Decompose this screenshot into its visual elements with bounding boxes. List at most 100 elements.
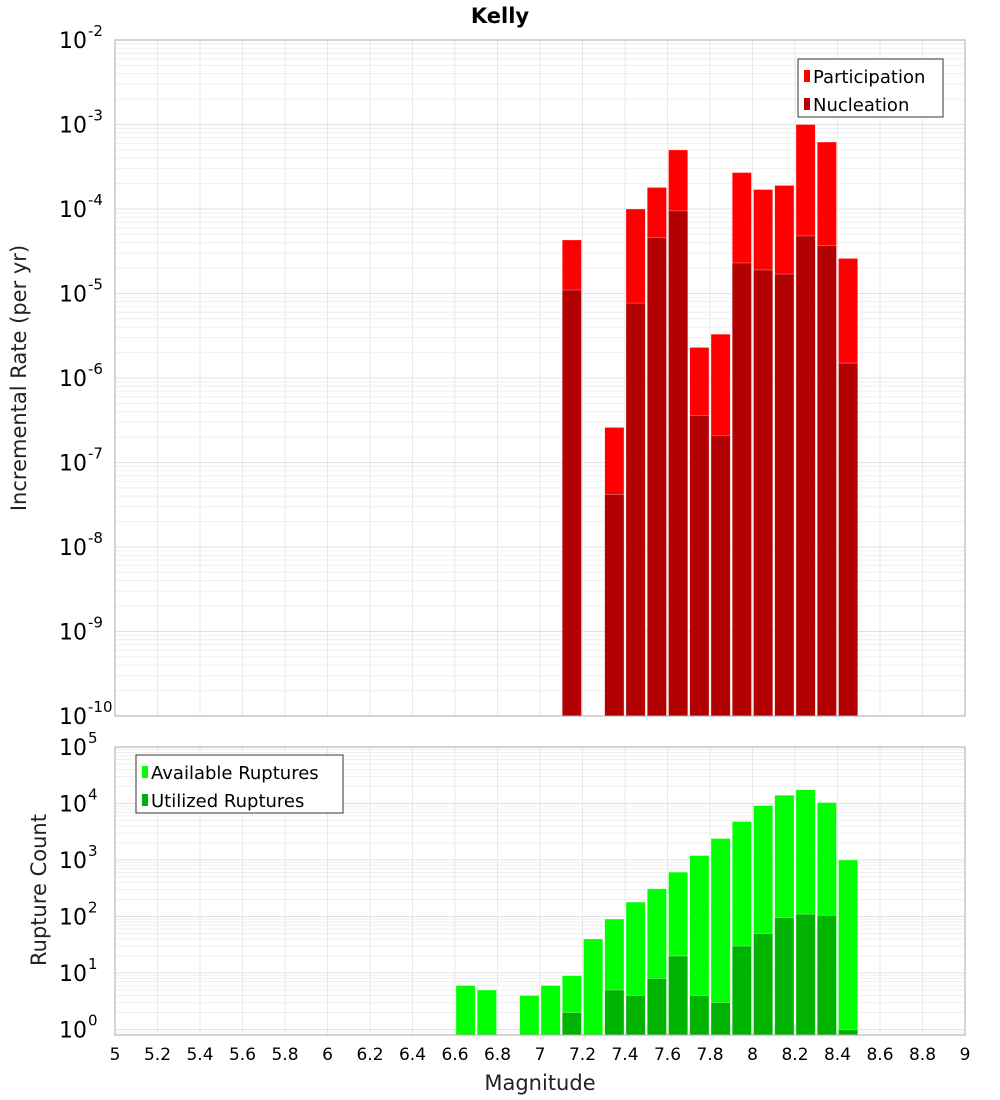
bar-utilized-ruptures <box>689 995 710 1036</box>
bar-available-ruptures <box>455 985 476 1036</box>
legend-swatch <box>142 794 148 806</box>
bar-utilized-ruptures <box>731 945 752 1036</box>
y-tick-label: 10 <box>59 793 87 818</box>
legend: Available Ruptures Utilized Ruptures <box>135 754 344 814</box>
bar-nucleation <box>710 434 731 717</box>
bar-utilized-ruptures <box>710 1002 731 1036</box>
y-tick-exponent: 2 <box>88 899 98 917</box>
y-tick-label: 10 <box>59 906 87 931</box>
bar-utilized-ruptures <box>646 978 667 1036</box>
legend-box <box>135 754 344 814</box>
x-tick-label: 5.4 <box>186 1045 213 1065</box>
bar-available-ruptures <box>583 938 604 1036</box>
bar-utilized-ruptures <box>625 995 646 1036</box>
x-tick-label: 8 <box>747 1045 758 1065</box>
x-tick-label: 5.2 <box>144 1045 171 1065</box>
x-tick-label: 8.4 <box>824 1045 851 1065</box>
legend-swatch <box>804 70 810 82</box>
bar-utilized-ruptures <box>753 933 774 1036</box>
legend-swatch <box>804 98 810 110</box>
x-tick-label: 7.8 <box>696 1045 723 1065</box>
y-tick-label: 10 <box>59 1019 87 1044</box>
x-tick-label: 6.8 <box>484 1045 511 1065</box>
x-tick-label: 6.2 <box>356 1045 383 1065</box>
bar-utilized-ruptures <box>774 917 795 1036</box>
y-tick-label: 10 <box>59 736 87 761</box>
x-tick-label: 8.2 <box>781 1045 808 1065</box>
bar-nucleation <box>731 262 752 717</box>
bar-utilized-ruptures <box>561 1012 582 1036</box>
x-tick-label: 6 <box>322 1045 333 1065</box>
bar-nucleation <box>816 245 837 717</box>
x-tick-label: 7 <box>535 1045 546 1065</box>
y-tick-exponent: 4 <box>88 786 98 804</box>
y-tick-exponent: -6 <box>88 360 103 378</box>
y-tick-label: 10 <box>59 705 87 730</box>
y-tick-exponent: 3 <box>88 842 98 860</box>
bar-utilized-ruptures <box>795 913 816 1036</box>
bar-utilized-ruptures <box>838 1029 859 1036</box>
x-tick-label: 7.2 <box>569 1045 596 1065</box>
legend: Participation Nucleation <box>797 58 944 118</box>
bar-nucleation <box>689 415 710 717</box>
x-tick-label: 7.6 <box>654 1045 681 1065</box>
plot-border <box>114 39 966 717</box>
legend-label: Participation <box>813 67 925 88</box>
y-tick-exponent: 5 <box>88 729 98 747</box>
bottom-y-axis-label: Rupture Count <box>27 814 51 966</box>
legend-swatch <box>142 766 148 778</box>
bar-utilized-ruptures <box>604 989 625 1036</box>
y-tick-label: 10 <box>59 198 87 223</box>
y-tick-label: 10 <box>59 283 87 308</box>
x-tick-label: 7.4 <box>611 1045 638 1065</box>
bar-nucleation <box>561 289 582 717</box>
bar-nucleation <box>795 235 816 717</box>
bar-nucleation <box>646 237 667 717</box>
bar-available-ruptures <box>476 989 497 1036</box>
y-tick-label: 10 <box>59 452 87 477</box>
y-tick-exponent: -10 <box>88 698 113 716</box>
x-tick-label: 5 <box>110 1045 121 1065</box>
top-y-axis-label: Incremental Rate (per yr) <box>7 245 31 511</box>
x-tick-label: 8.8 <box>909 1045 936 1065</box>
y-tick-label: 10 <box>59 114 87 139</box>
y-tick-label: 10 <box>59 367 87 392</box>
bar-nucleation <box>753 269 774 717</box>
legend-label: Available Ruptures <box>151 763 319 784</box>
x-tick-label: 5.6 <box>229 1045 256 1065</box>
bar-available-ruptures <box>519 995 540 1036</box>
y-tick-exponent: -4 <box>88 191 103 209</box>
legend-label: Nucleation <box>813 95 909 116</box>
y-tick-exponent: -3 <box>88 107 103 125</box>
x-tick-label: 8.6 <box>866 1045 893 1065</box>
y-tick-label: 10 <box>59 29 87 54</box>
y-tick-exponent: -7 <box>88 445 103 463</box>
x-tick-label: 5.8 <box>271 1045 298 1065</box>
bar-nucleation <box>625 302 646 717</box>
bar-utilized-ruptures <box>668 955 689 1036</box>
legend-box <box>797 58 944 118</box>
y-tick-exponent: 0 <box>88 1012 98 1030</box>
bar-nucleation <box>604 494 625 717</box>
y-tick-exponent: -9 <box>88 614 103 632</box>
x-axis-label: Magnitude <box>484 1071 595 1095</box>
y-tick-label: 10 <box>59 849 87 874</box>
y-tick-label: 10 <box>59 536 87 561</box>
y-tick-label: 10 <box>59 962 87 987</box>
y-tick-exponent: -2 <box>88 22 103 40</box>
x-tick-label: 6.6 <box>441 1045 468 1065</box>
bar-nucleation <box>838 362 859 717</box>
plot-border <box>114 746 966 1036</box>
legend-label: Utilized Ruptures <box>151 791 304 812</box>
y-tick-exponent: -5 <box>88 276 103 294</box>
x-tick-label: 9 <box>960 1045 971 1065</box>
bar-nucleation <box>668 210 689 717</box>
chart-title: Kelly <box>471 4 530 28</box>
bar-utilized-ruptures <box>816 915 837 1036</box>
y-tick-exponent: -8 <box>88 529 103 547</box>
x-tick-label: 6.4 <box>399 1045 426 1065</box>
bar-nucleation <box>774 273 795 717</box>
bar-available-ruptures <box>540 985 561 1036</box>
y-tick-label: 10 <box>59 621 87 646</box>
